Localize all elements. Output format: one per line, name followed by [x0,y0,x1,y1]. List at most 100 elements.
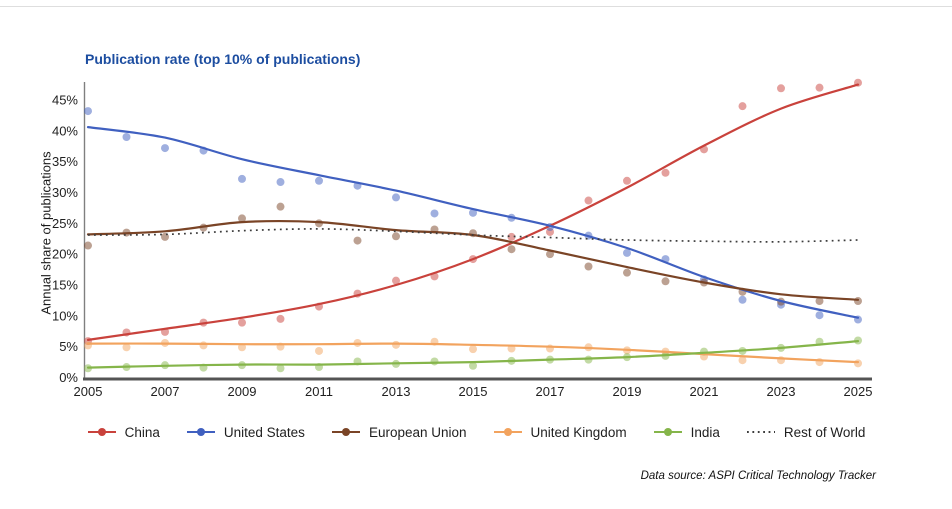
x-tick-label: 2015 [459,384,488,399]
trend-line-united-kingdom [86,342,860,364]
data-point-united-kingdom [854,359,862,368]
legend-dot [503,428,512,436]
legend-label: China [124,424,160,440]
data-point-china [507,232,516,241]
data-point-china [623,176,631,185]
data-point-united-kingdom [469,345,477,354]
data-point-china [738,102,747,111]
data-point-india [276,364,285,373]
legend-label: United Kingdom [530,424,627,440]
data-source-note: Data source: ASPI Critical Technology Tr… [640,470,876,482]
y-tick-label: 40% [52,123,78,138]
data-point-china [777,84,785,93]
legend-label: European Union [368,424,467,440]
legend-marker-european-union [331,428,360,436]
legend-item-china: China [87,425,160,440]
data-point-united-states [430,209,439,218]
trend-line-india [86,340,860,369]
data-point-european-union [854,297,862,306]
data-point-european-union [661,277,670,286]
legend-label: United States [223,424,305,440]
data-point-china [276,314,285,323]
data-point-united-states [238,174,246,183]
y-tick-label: 0% [59,370,78,385]
legend-marker-united-kingdom [493,428,522,436]
x-tick-label: 2023 [767,384,796,399]
data-point-united-kingdom [738,356,747,365]
data-point-european-union [507,245,516,254]
data-point-european-union [276,202,285,211]
data-point-european-union [161,232,169,241]
data-point-china [584,196,593,205]
data-point-china [661,168,670,177]
x-tick-label: 2007 [151,384,180,399]
data-point-united-states [738,295,747,304]
data-point-united-states [84,107,92,116]
data-point-china [815,83,824,92]
data-point-india [469,361,477,370]
legend-label: Rest of World [783,424,866,440]
data-point-european-union [815,297,824,306]
legend-item-rest-of-world: Rest of World [746,424,866,440]
data-point-european-union [84,241,92,250]
legend-label: India [690,424,720,440]
data-point-united-states [392,193,400,202]
legend-item-united-states: United States [186,425,305,440]
data-point-united-states [315,176,323,185]
data-point-united-states [122,133,131,141]
data-point-india [430,357,439,366]
trend-line-rest-of-world [87,228,859,243]
x-tick-label: 2011 [305,384,333,399]
legend-dot [196,428,205,436]
x-tick-label: 2017 [536,384,565,399]
legend: China United States European Union United K… [0,422,952,442]
x-tick-label: 2005 [74,384,103,399]
trend-line-united-states [86,126,860,319]
data-point-united-states [469,208,477,217]
y-tick-label: 30% [52,185,78,200]
legend-dot [663,428,672,436]
x-tick-label: 2021 [690,384,719,399]
scatter-india [84,336,862,373]
legend-item-european-union: European Union [331,425,467,440]
x-tick-label: 2009 [228,384,257,399]
data-point-united-states [276,178,285,187]
y-tick-label: 5% [59,339,78,354]
y-tick-label: 15% [52,278,78,293]
x-tick-label: 2025 [844,384,873,399]
data-point-united-states [161,144,169,153]
data-point-united-kingdom [315,346,323,355]
top-divider [0,6,952,7]
data-point-european-union [623,268,631,277]
plot-area: 0% 5% 10% 15% 20% 25% 30% 35% 40% 45% 2005 2007 2009… [52,78,873,399]
legend-marker-rest-of-world [746,431,775,433]
data-point-european-union [392,232,400,241]
legend-dot [97,428,106,436]
y-tick-label: 35% [52,154,78,169]
data-point-european-union [353,236,362,245]
legend-item-united-kingdom: United Kingdom [493,425,627,440]
data-point-united-states [623,248,631,257]
y-tick-label: 45% [52,93,78,108]
x-tick-label: 2019 [613,384,642,399]
legend-marker-india [653,428,682,436]
x-tick-label: 2013 [382,384,411,399]
legend-dot [341,428,350,436]
y-tick-label: 10% [52,308,78,323]
data-point-united-kingdom [199,341,208,350]
y-tick-label: 20% [52,247,78,262]
trend-line-china [86,83,860,341]
legend-marker-united-states [186,428,215,436]
data-point-european-union [546,250,554,259]
legend-item-india: India [653,425,720,440]
chart-title: Publication rate (top 10% of publication… [85,51,361,67]
data-point-united-kingdom [392,340,400,349]
data-point-united-kingdom [122,343,131,352]
data-point-united-states [815,311,824,320]
legend-marker-china [87,428,116,436]
data-point-china [238,318,246,327]
data-point-european-union [238,214,246,223]
data-point-european-union [584,262,593,271]
y-tick-label: 25% [52,216,78,231]
